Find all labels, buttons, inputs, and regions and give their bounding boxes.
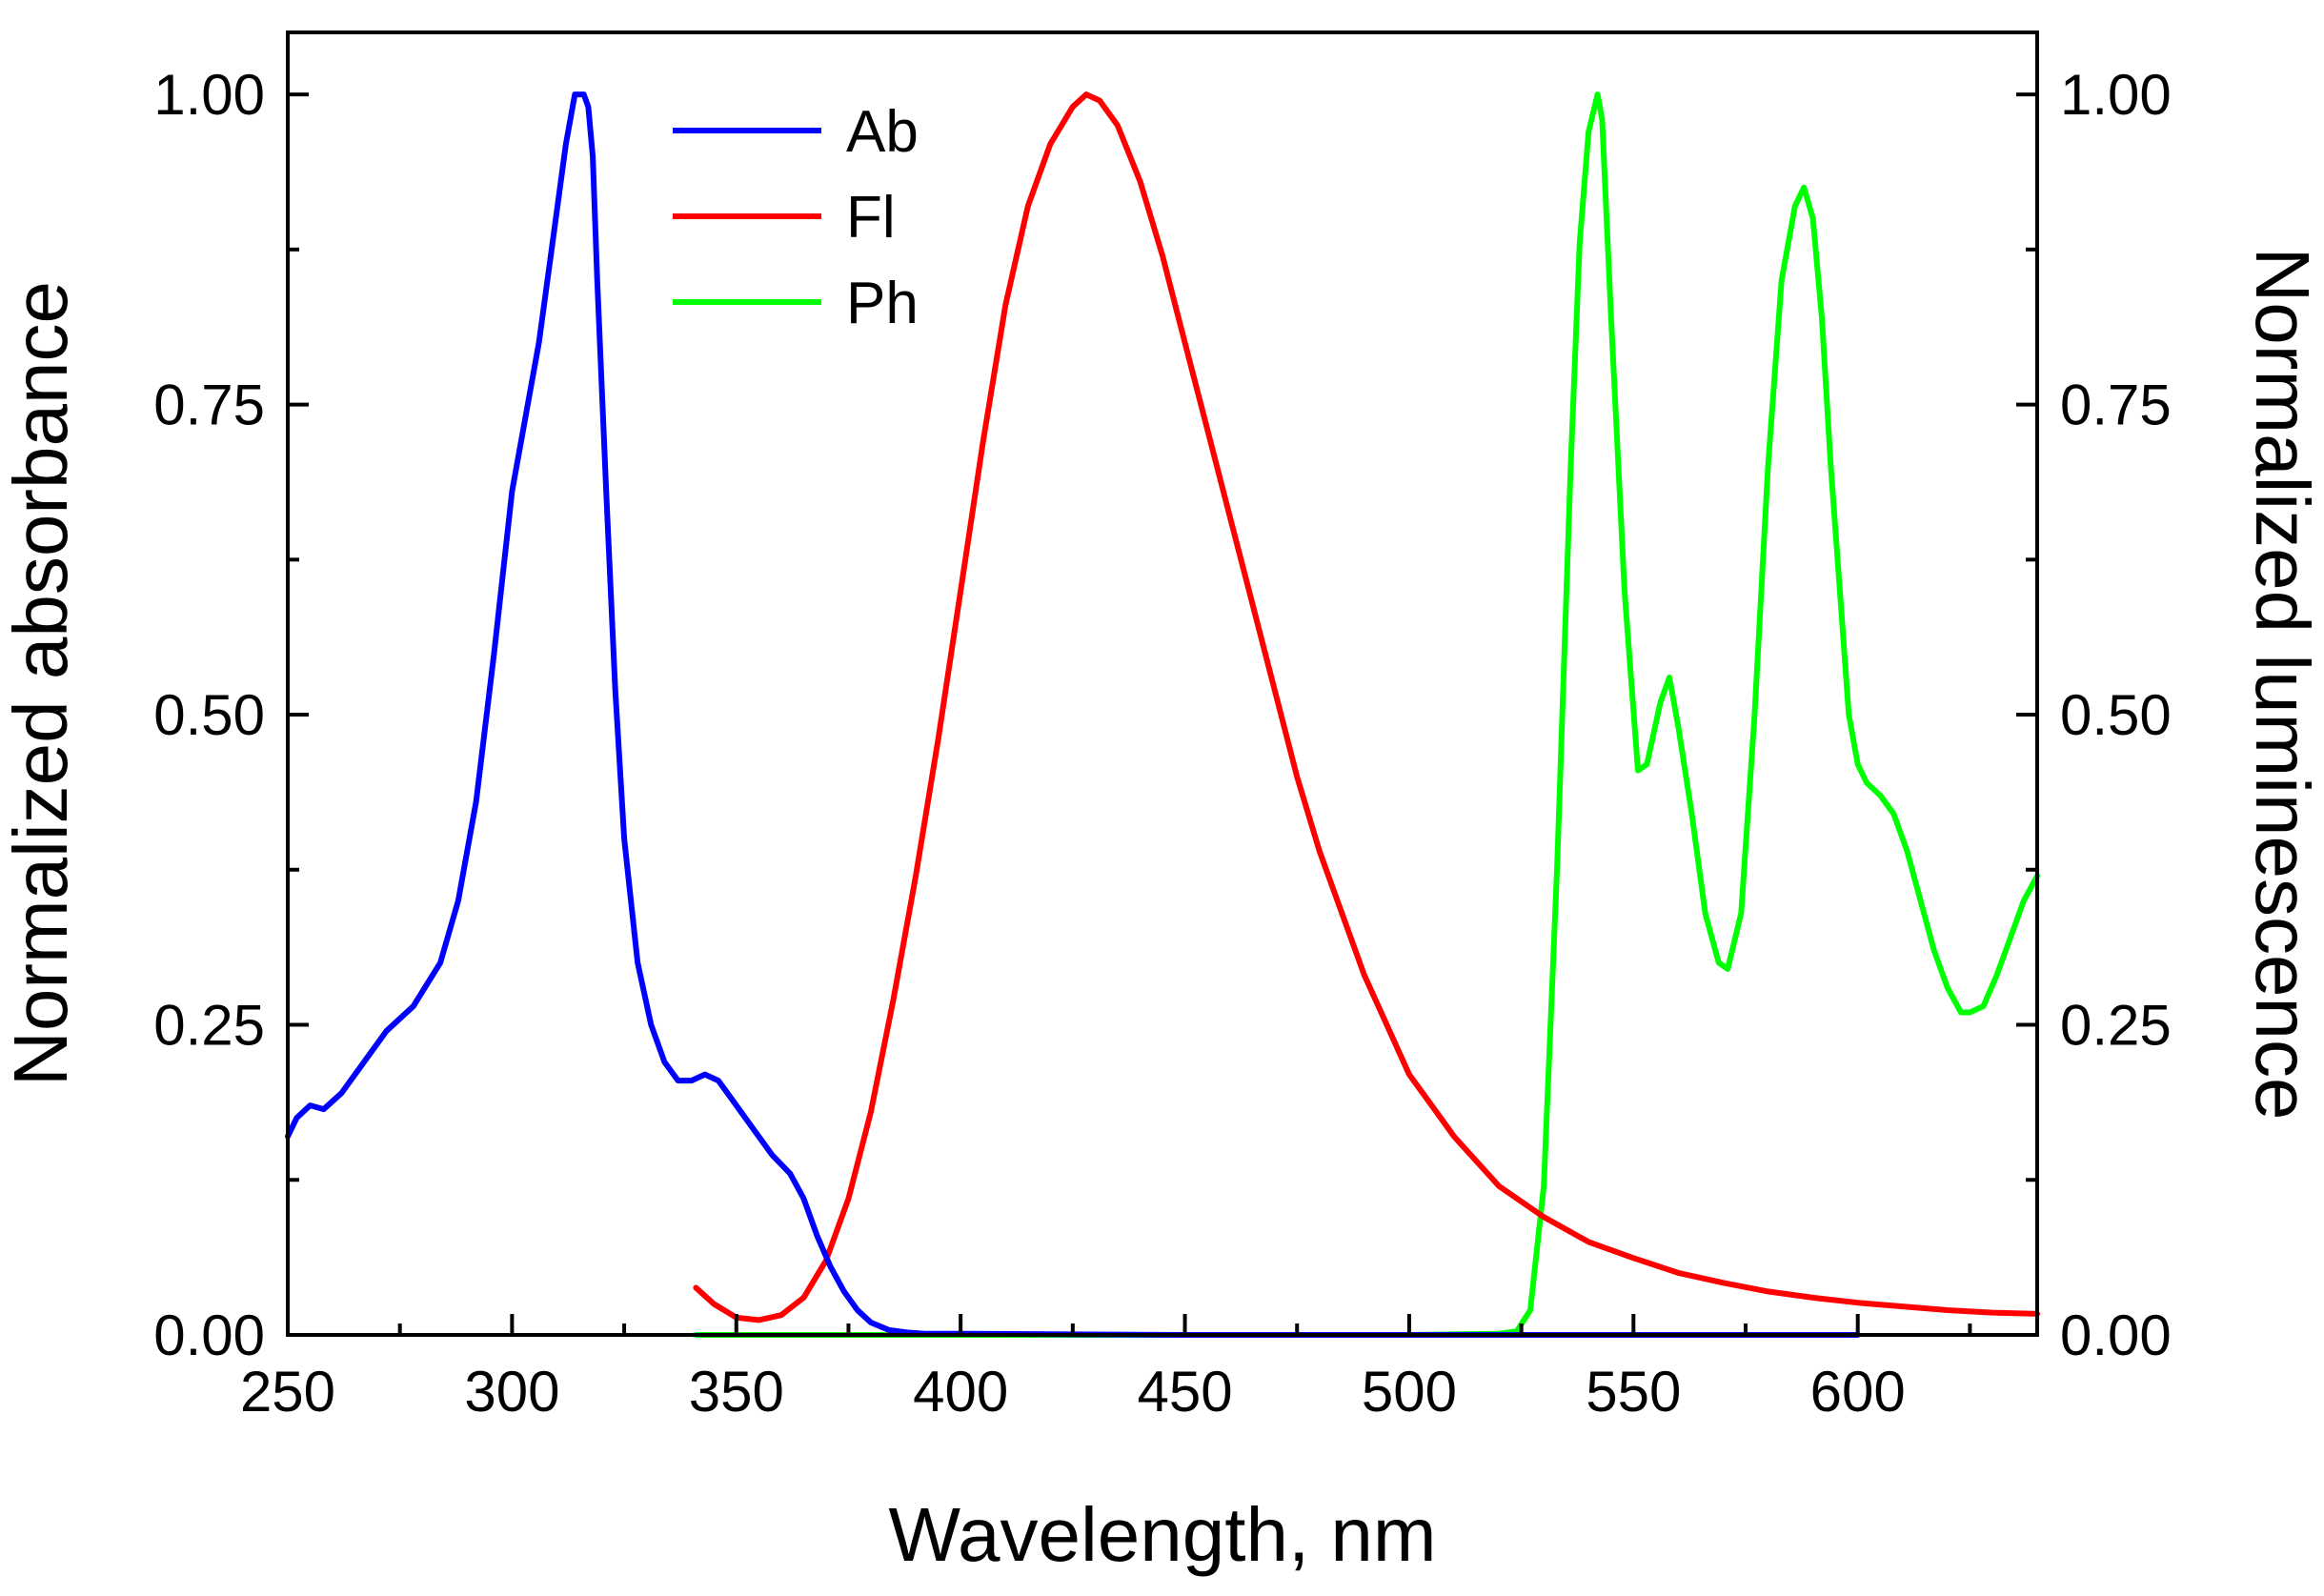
- series-line-fl: [693, 91, 2040, 1323]
- x-tick-label: 450: [1137, 1360, 1232, 1424]
- legend-label-fl: Fl: [846, 185, 896, 251]
- y-right-tick-label: 0.75: [2060, 374, 2172, 437]
- legend: Ab Fl Ph: [673, 99, 919, 336]
- x-tick-label: 350: [689, 1360, 784, 1424]
- x-tick-label: 250: [240, 1360, 335, 1424]
- y-left-tick-label: 0.25: [153, 994, 265, 1058]
- y-right-tick-label: 0.50: [2060, 683, 2172, 747]
- legend-label-ab: Ab: [846, 99, 919, 165]
- legend-label-ph: Ph: [846, 271, 919, 336]
- x-axis-title: Wavelength, nm: [888, 1492, 1436, 1577]
- y-right-tick-label: 0.00: [2060, 1303, 2172, 1367]
- series-line-ph: [693, 91, 2040, 1338]
- y-axis-left-title: Normalized absorbance: [0, 281, 83, 1086]
- y-right-tick-label: 0.25: [2060, 994, 2172, 1058]
- y-left-tick-label: 0.00: [153, 1303, 265, 1367]
- x-tick-label: 300: [464, 1360, 559, 1424]
- x-tick-label: 550: [1586, 1360, 1681, 1424]
- series-line-ab: [285, 91, 1861, 1338]
- y-left-tick-label: 0.75: [153, 374, 265, 437]
- y-right-tick-label: 1.00: [2060, 63, 2172, 127]
- x-tick-label: 500: [1362, 1360, 1457, 1424]
- series-layer: [285, 91, 2040, 1338]
- y-left-tick-label: 0.50: [153, 683, 265, 747]
- x-tick-label: 400: [913, 1360, 1008, 1424]
- plot-frame: [286, 30, 2039, 1337]
- y-axis-right-title: Normalized luminescence: [2240, 248, 2324, 1121]
- x-tick-label: 600: [1810, 1360, 1906, 1424]
- ticks-layer: [286, 92, 2037, 1337]
- tick-labels-layer: 250 300 350 400 450 500 550 600 0.00 0.00 0.25 0.25…: [153, 63, 2172, 1424]
- y-left-tick-label: 1.00: [153, 63, 265, 127]
